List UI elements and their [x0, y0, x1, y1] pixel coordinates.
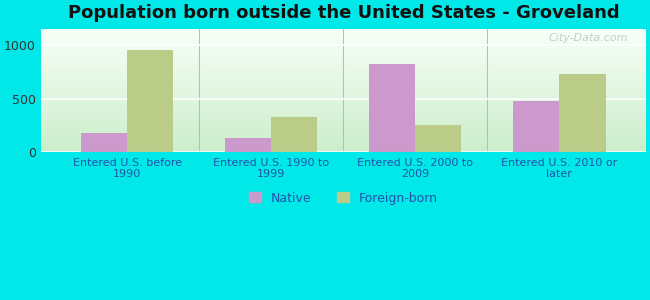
Bar [415, 125, 462, 152]
Legend: Native, Foreign-born: Native, Foreign-born [244, 187, 443, 209]
Bar [226, 138, 271, 152]
Bar [369, 64, 415, 152]
Bar [514, 101, 560, 152]
Bar [271, 117, 317, 152]
Title: Population born outside the United States - Groveland: Population born outside the United State… [68, 4, 619, 22]
Bar [127, 50, 174, 152]
Bar [81, 133, 127, 152]
Bar [560, 74, 606, 152]
Text: City-Data.com: City-Data.com [548, 33, 628, 43]
